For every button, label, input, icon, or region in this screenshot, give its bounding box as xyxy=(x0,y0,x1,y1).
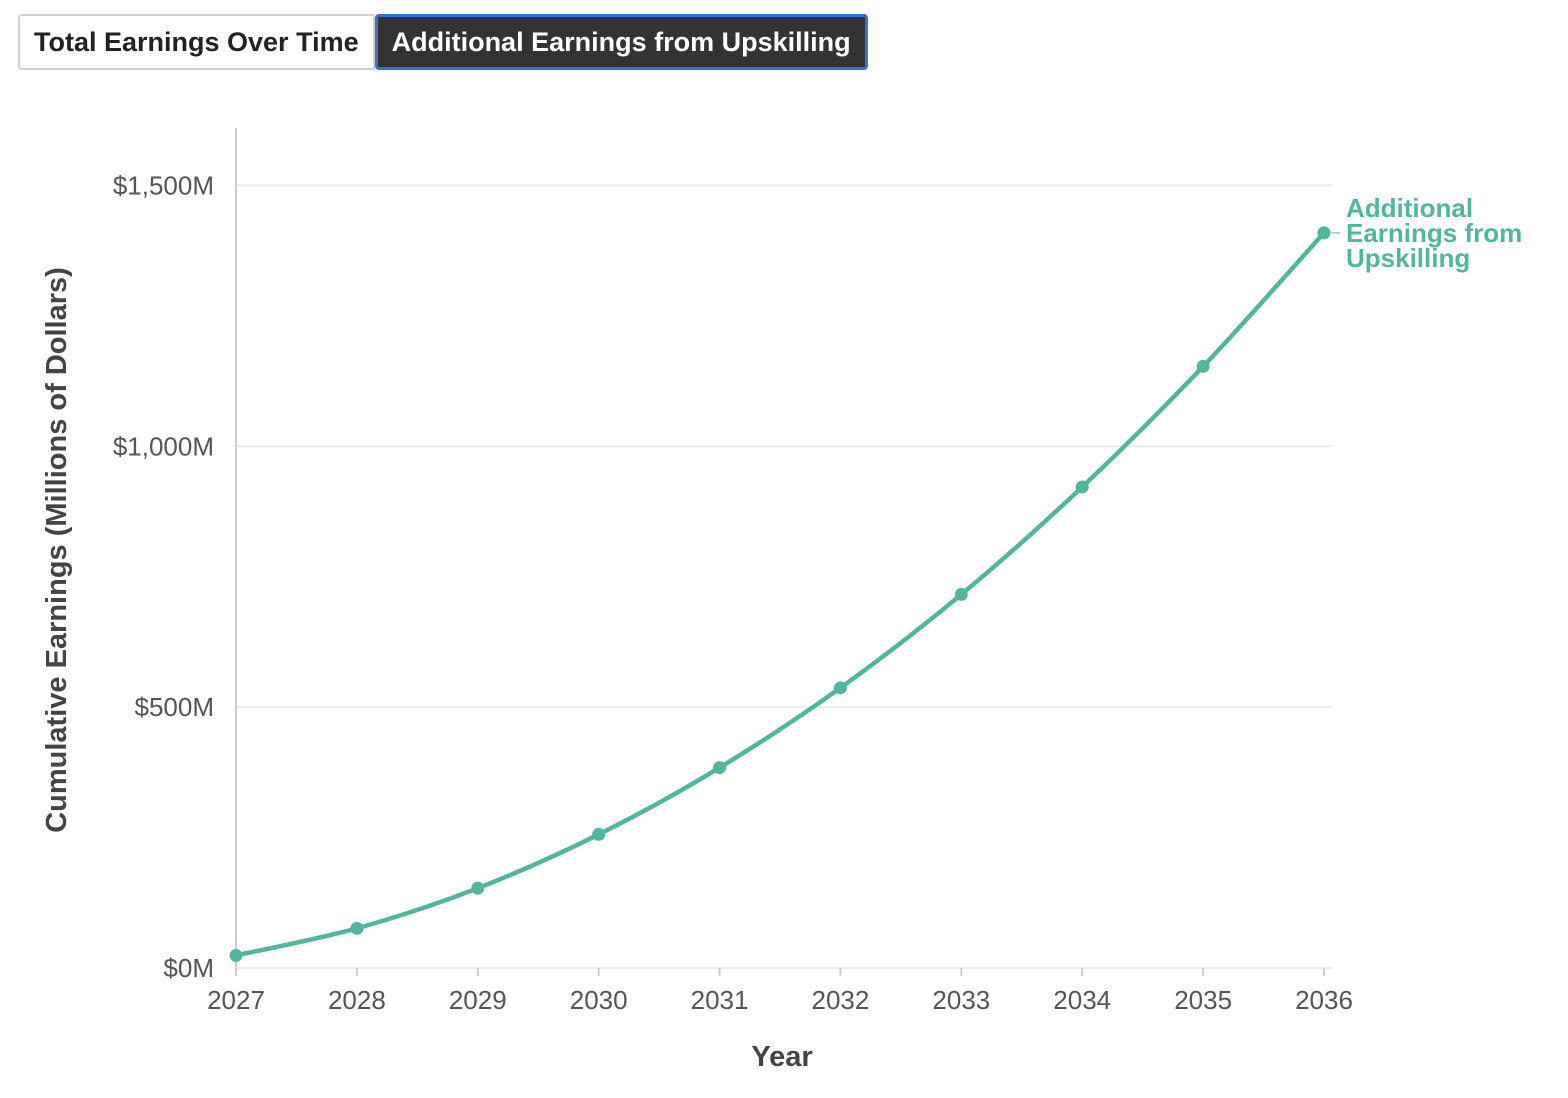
series-label-line: Upskilling xyxy=(1346,243,1470,273)
series-line xyxy=(233,230,1327,958)
view-tabs: Total Earnings Over Time Additional Earn… xyxy=(18,14,868,70)
series-point xyxy=(229,948,243,962)
series-point xyxy=(713,761,727,775)
series-label-line: Additional xyxy=(1346,193,1473,223)
x-axis-tick-labels: 2027 2028 2029 2030 2031 2032 2033 2034 2035 2036 xyxy=(207,985,1353,1015)
x-tick-label: 2027 xyxy=(207,985,265,1015)
x-tick-label: 2036 xyxy=(1295,985,1353,1015)
series-point xyxy=(1075,480,1089,494)
tab-additional-earnings-from-upskilling[interactable]: Additional Earnings from Upskilling xyxy=(374,14,868,70)
x-tick-label: 2031 xyxy=(691,985,749,1015)
x-tick-label: 2030 xyxy=(570,985,628,1015)
y-axis-title: Cumulative Earnings (Millions of Dollars… xyxy=(41,267,73,833)
gridlines xyxy=(236,184,1332,709)
series-point xyxy=(592,827,606,841)
y-tick-label: $500M xyxy=(135,692,215,722)
series-point xyxy=(471,881,485,895)
series-point xyxy=(350,921,364,935)
y-tick-label: $0M xyxy=(163,953,214,983)
x-tick-label: 2035 xyxy=(1174,985,1232,1015)
series-point xyxy=(954,587,968,601)
series-point xyxy=(1196,359,1210,373)
series-points xyxy=(229,226,1331,962)
x-tick-label: 2033 xyxy=(932,985,990,1015)
x-tick-label: 2029 xyxy=(449,985,507,1015)
x-axis-ticks xyxy=(235,968,1325,976)
series-label-line: Earnings from xyxy=(1346,218,1522,248)
series-point xyxy=(1317,226,1331,240)
x-tick-label: 2032 xyxy=(812,985,870,1015)
x-tick-label: 2034 xyxy=(1053,985,1111,1015)
x-axis-title: Year xyxy=(751,1041,812,1073)
series-end-label: Additional Earnings from Upskilling xyxy=(1346,193,1522,273)
y-tick-label: $1,000M xyxy=(113,431,214,461)
y-axis-tick-labels: $0M $500M $1,000M $1,500M xyxy=(113,170,214,983)
y-tick-label: $1,500M xyxy=(113,170,214,200)
series-point xyxy=(833,681,847,695)
tab-total-earnings-over-time[interactable]: Total Earnings Over Time xyxy=(18,14,375,70)
x-tick-label: 2028 xyxy=(328,985,386,1015)
